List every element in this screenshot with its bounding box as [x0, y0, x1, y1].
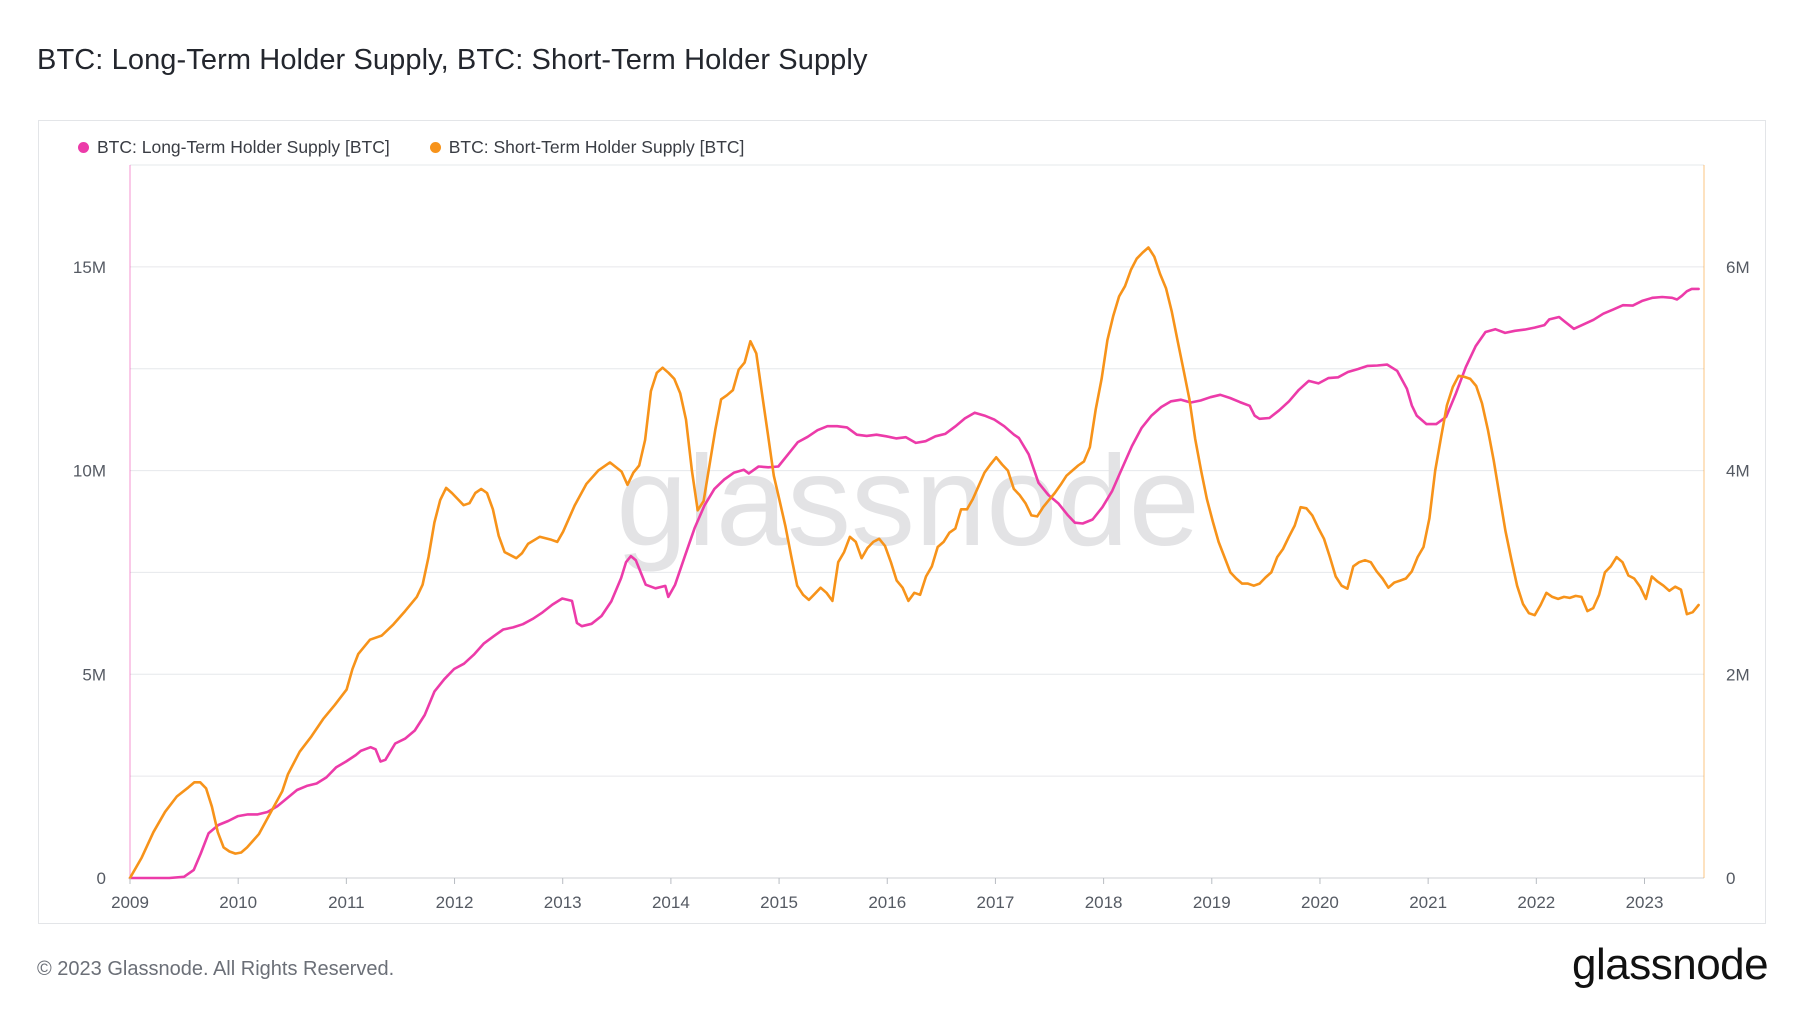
- x-tick-label: 2013: [544, 893, 582, 912]
- x-tick-label: 2023: [1626, 893, 1664, 912]
- x-tick-label: 2014: [652, 893, 690, 912]
- x-tick-label: 2011: [328, 893, 365, 912]
- x-tick-label: 2020: [1301, 893, 1339, 912]
- chart-ticks: 0 5M 10M 15M 0 2M 4M 6M 2009 2010 2011 2012 2013 2014…: [73, 258, 1750, 912]
- y-left-tick-label: 10M: [73, 462, 106, 481]
- chart-legend: BTC: Long-Term Holder Supply [BTC] BTC: …: [78, 137, 744, 158]
- chart-axes: [129, 165, 1705, 878]
- long-term-holder-supply-line: [128, 287, 1700, 880]
- x-tick-label: 2017: [977, 893, 1015, 912]
- short-term-holder-supply-line: [128, 246, 1700, 880]
- chart-panel: [38, 120, 1766, 924]
- page-title: BTC: Long-Term Holder Supply, BTC: Short…: [37, 44, 868, 76]
- chart-series: [128, 246, 1700, 880]
- x-tick-label: 2019: [1193, 893, 1231, 912]
- y-left-tick-label: 5M: [82, 665, 106, 684]
- watermark: glassnode: [616, 430, 1200, 573]
- x-tick-label: 2022: [1517, 893, 1555, 912]
- y-right-tick-label: 2M: [1726, 665, 1750, 684]
- x-tick-label: 2018: [1085, 893, 1123, 912]
- y-right-tick-label: 0: [1726, 869, 1735, 888]
- y-left-tick-label: 15M: [73, 258, 106, 277]
- legend-label-short-term: BTC: Short-Term Holder Supply [BTC]: [448, 137, 745, 157]
- y-right-tick-label: 6M: [1726, 258, 1750, 277]
- y-right-tick-label: 4M: [1726, 462, 1750, 481]
- brand-logo: glassnode: [1572, 940, 1769, 989]
- legend-item-long-term[interactable]: BTC: Long-Term Holder Supply [BTC]: [78, 137, 390, 158]
- x-tick-label: 2012: [436, 893, 474, 912]
- x-tick-label: 2010: [219, 893, 257, 912]
- legend-item-short-term[interactable]: BTC: Short-Term Holder Supply [BTC]: [429, 137, 745, 158]
- legend-marker-long-term: [78, 142, 89, 153]
- x-tick-label: 2009: [111, 893, 149, 912]
- x-tick-label: 2021: [1409, 893, 1447, 912]
- x-tick-label: 2015: [760, 893, 798, 912]
- x-tick-label: 2016: [868, 893, 906, 912]
- copyright-footer: © 2023 Glassnode. All Rights Reserved.: [37, 958, 395, 980]
- chart-gridlines: [130, 164, 1704, 879]
- legend-marker-short-term: [429, 142, 441, 153]
- y-left-tick-label: 0: [97, 869, 106, 888]
- legend-label-long-term: BTC: Long-Term Holder Supply [BTC]: [97, 137, 390, 157]
